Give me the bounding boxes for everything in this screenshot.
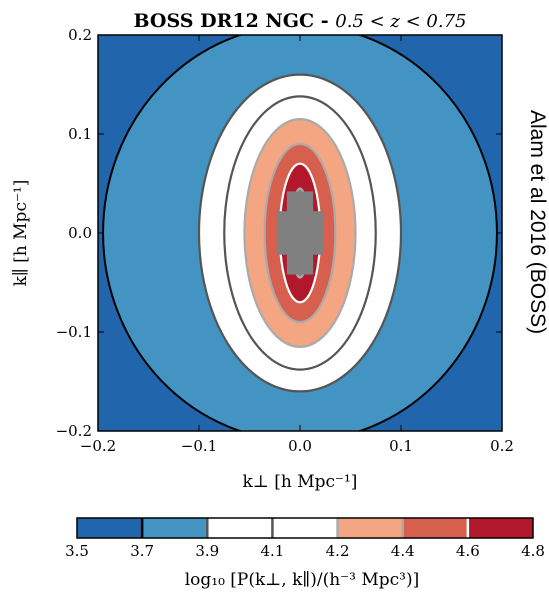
x-axis-ticks: −0.2 −0.1 0.0 0.1 0.2	[80, 35, 514, 455]
x-tick-label-1: −0.1	[181, 437, 217, 455]
colorbar-segment-2	[207, 518, 273, 538]
y-tick-label-0: 0.2	[68, 26, 92, 44]
colorbar	[76, 517, 534, 539]
y-tick-label-3: −0.1	[56, 323, 92, 341]
x-axis-label: k⊥ [h Mpc⁻¹]	[243, 472, 358, 492]
colorbar-tick-label-5: 4.4	[391, 542, 415, 560]
colorbar-segment-3	[272, 518, 338, 538]
y-tick-label-4: −0.2	[56, 422, 92, 440]
colorbar-tick-label-3: 4.1	[260, 542, 284, 560]
colorbar-tick-label-1: 3.7	[130, 542, 154, 560]
chart-title: BOSS DR12 NGC - 0.5 < z < 0.75	[133, 10, 466, 32]
x-tick-label-2: 0.0	[288, 437, 312, 455]
central-contour	[276, 191, 324, 275]
y-tick-label-2: 0.0	[68, 224, 92, 242]
colorbar-tick-label-6: 4.6	[456, 542, 480, 560]
colorbar-segment-6	[467, 518, 533, 538]
x-tick-label-0: −0.2	[80, 437, 116, 455]
colorbar-tick-label-2: 3.9	[195, 542, 219, 560]
y-axis-label: k∥ [h Mpc⁻¹]	[11, 180, 31, 287]
colorbar-tick-label-7: 4.8	[521, 542, 545, 560]
y-tick-label-1: 0.1	[68, 125, 92, 143]
chart-title-redshift-range: 0.5 < z < 0.75	[335, 11, 466, 32]
colorbar-segment-0	[77, 518, 143, 538]
citation-annotation: Alam et al 2016 (BOSS)	[526, 110, 549, 334]
colorbar-ticks: 3.5 3.7 3.9 4.1 4.2 4.4 4.6 4.8	[65, 542, 545, 560]
chart-title-text: BOSS DR12 NGC -	[133, 10, 335, 32]
colorbar-tick-label-0: 3.5	[65, 542, 89, 560]
colorbar-frame	[76, 517, 534, 539]
x-tick-label-4: 0.2	[490, 437, 514, 455]
central-blob-wings	[276, 211, 324, 255]
y-axis-ticks: 0.2 0.1 0.0 −0.1 −0.2	[56, 26, 502, 440]
x-tick-label-3: 0.1	[389, 437, 413, 455]
colorbar-segment-4	[337, 518, 403, 538]
colorbar-segment-5	[402, 518, 468, 538]
colorbar-label: log₁₀ [P(k⊥, k∥)/(h⁻³ Mpc³)]	[185, 570, 420, 590]
colorbar-segment-1	[142, 518, 208, 538]
colorbar-tick-label-4: 4.2	[326, 542, 350, 560]
